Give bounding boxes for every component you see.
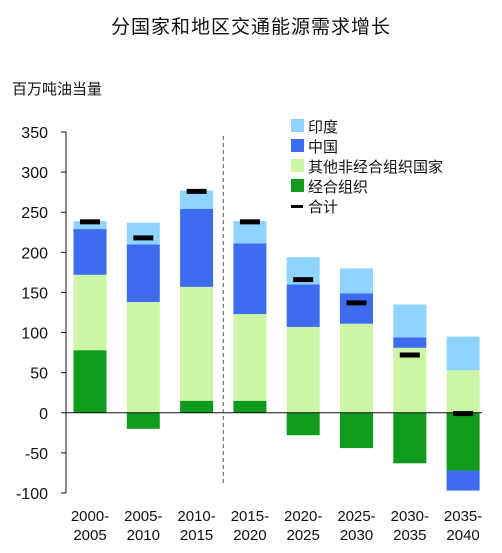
bar-segment-india bbox=[180, 190, 214, 210]
legend-label: 中国 bbox=[308, 138, 338, 156]
bar-segment-oecd bbox=[286, 412, 320, 436]
legend-label: 合计 bbox=[308, 198, 338, 216]
bar-segment-china bbox=[340, 293, 373, 324]
x-tick-label: 2030-2035 bbox=[391, 508, 429, 544]
y-tick-label: 0 bbox=[39, 406, 48, 423]
bars-layer bbox=[73, 188, 480, 491]
bar-segment-other-non-oecd bbox=[446, 370, 480, 413]
x-tick-label: 2035-2040 bbox=[444, 508, 482, 544]
bar-segment-other-non-oecd bbox=[180, 286, 214, 401]
y-tick-label: 350 bbox=[21, 125, 48, 142]
legend-swatch bbox=[291, 159, 304, 172]
bar-segment-oecd bbox=[180, 400, 214, 413]
bar-segment-other-non-oecd bbox=[340, 323, 373, 413]
legend-swatch bbox=[291, 119, 304, 132]
bar-segment-oecd bbox=[393, 412, 427, 464]
bar-segment-china bbox=[73, 229, 107, 275]
bar-segment-other-non-oecd bbox=[126, 302, 160, 413]
bar-segment-oecd bbox=[340, 412, 373, 449]
bar-segment-china bbox=[446, 470, 480, 491]
x-tick-label: 2010-2015 bbox=[177, 508, 215, 544]
total-marker bbox=[399, 352, 420, 358]
total-marker bbox=[293, 277, 314, 283]
bar-segment-india bbox=[73, 221, 107, 230]
bar-segment-india bbox=[126, 222, 160, 245]
total-marker bbox=[346, 300, 367, 306]
total-marker bbox=[239, 219, 260, 225]
legend-swatch-total bbox=[291, 205, 303, 208]
bar-segment-other-non-oecd bbox=[73, 274, 107, 351]
total-marker bbox=[133, 235, 154, 241]
bar-segment-other-non-oecd bbox=[233, 314, 267, 401]
bar-segment-india bbox=[340, 268, 373, 294]
x-tick-label: 2020-2025 bbox=[284, 508, 322, 544]
total-marker bbox=[186, 188, 207, 194]
bar-segment-oecd bbox=[446, 412, 480, 471]
y-tick-label: 300 bbox=[21, 165, 48, 182]
y-tick-label: 250 bbox=[21, 205, 48, 222]
bar-segment-china bbox=[126, 244, 160, 303]
legend-label: 其他非经合组织国家 bbox=[308, 158, 443, 176]
y-tick-label: 50 bbox=[30, 366, 48, 383]
bar-segment-china bbox=[393, 337, 427, 348]
x-tick-label: 2025-2030 bbox=[337, 508, 375, 544]
bar-segment-china bbox=[233, 243, 267, 315]
y-tick-label: 200 bbox=[21, 245, 48, 262]
bar-segment-china bbox=[286, 284, 320, 327]
y-tick-label: 100 bbox=[21, 326, 48, 343]
axes-layer: 2000-2005 2005-2010 2010-2015 2015-2020 2020… bbox=[16, 125, 482, 544]
legend-swatch bbox=[291, 179, 304, 192]
bar-segment-oecd bbox=[126, 412, 160, 429]
y-tick-label: -100 bbox=[16, 486, 48, 503]
bar-segment-china bbox=[180, 209, 214, 287]
legend-label: 印度 bbox=[308, 118, 338, 136]
y-tick-label: -50 bbox=[25, 446, 48, 463]
x-tick-label: 2005-2010 bbox=[124, 508, 162, 544]
bar-segment-india bbox=[233, 221, 267, 244]
bar-segment-other-non-oecd bbox=[286, 326, 320, 413]
bar-segment-oecd bbox=[233, 400, 267, 413]
total-marker bbox=[80, 219, 100, 225]
x-tick-label: 2015-2020 bbox=[231, 508, 269, 544]
y-tick-label: 150 bbox=[21, 285, 48, 302]
total-marker bbox=[453, 411, 474, 417]
legend-swatch bbox=[291, 139, 304, 152]
bar-segment-india bbox=[393, 304, 427, 338]
bar-segment-india bbox=[446, 336, 480, 371]
chart-title: 分国家和地区交通能源需求增长 bbox=[110, 16, 391, 38]
legend-label: 经合组织 bbox=[308, 178, 368, 196]
x-tick-label: 2000-2005 bbox=[71, 508, 109, 544]
bar-segment-other-non-oecd bbox=[393, 347, 427, 413]
bar-segment-oecd bbox=[73, 350, 107, 413]
y-axis-unit-label: 百万吨油当量 bbox=[12, 80, 103, 98]
